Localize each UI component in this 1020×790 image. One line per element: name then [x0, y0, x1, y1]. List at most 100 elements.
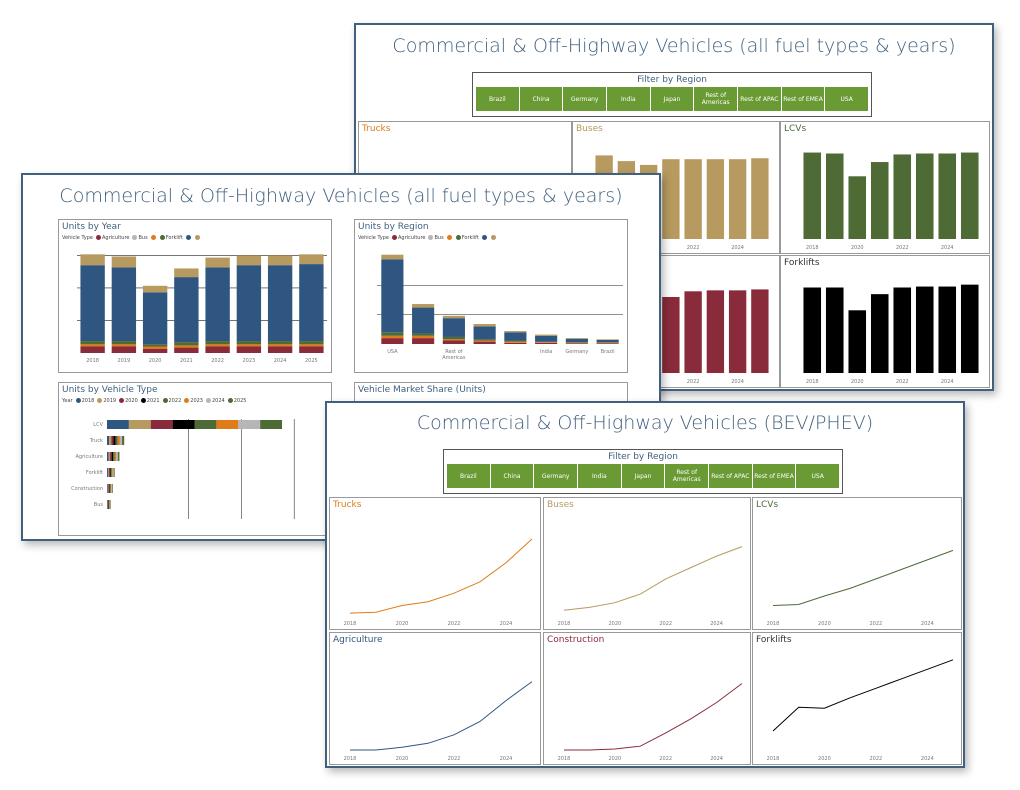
bar-segment [110, 484, 112, 493]
filter-button-germany[interactable]: Germany [534, 464, 578, 488]
legend-swatch [185, 235, 191, 240]
x-tick-label: 2018 [806, 245, 819, 251]
bar-segment [174, 342, 199, 346]
legend-swatch [140, 398, 146, 403]
bar-segment [412, 307, 435, 334]
filter-button-brazil[interactable]: Brazil [447, 464, 490, 488]
bar [893, 287, 912, 373]
legend-item: Forklift [165, 235, 183, 241]
legend-swatch [391, 235, 397, 240]
filter-title: Filter by Region [608, 452, 678, 462]
bar [706, 290, 725, 373]
x-tick-label: 2024 [941, 245, 954, 251]
bar-segment [299, 254, 324, 265]
legend-swatch [150, 235, 156, 240]
y-tick-label: Truck [89, 438, 103, 444]
filter-button-brazil[interactable]: Brazil [476, 87, 519, 111]
x-tick-label: 2018 [767, 756, 780, 762]
bar-segment [205, 344, 230, 347]
x-tick-label: 2018 [86, 358, 99, 364]
bar-segment [111, 436, 114, 445]
legend-item: Bus [138, 235, 148, 241]
filter-button-rest-of-emea[interactable]: Rest of EMEA [781, 87, 825, 111]
bar-segment [442, 339, 465, 341]
x-tick-label: 2020 [608, 756, 621, 762]
legend-swatch [162, 398, 168, 403]
lcvs-chart: LCVs 2018 2020 2022 2024 [752, 497, 962, 630]
x-tick-label: 2020 [396, 756, 409, 762]
bar-segment [107, 468, 108, 477]
x-tick-label: Americas [442, 355, 466, 361]
filter-button-india[interactable]: India [578, 464, 621, 488]
filter-button-china[interactable]: China [519, 87, 563, 111]
bar-segment [267, 265, 293, 342]
chart-legend: Year 2018 2019 2020 2021 2022 2023 2024 2025 [62, 398, 246, 404]
bar-segment [174, 268, 199, 278]
x-tick-label: 2020 [818, 756, 831, 762]
bar [960, 284, 979, 373]
filter-button-usa[interactable]: USA [796, 464, 840, 488]
bar-segment [535, 342, 558, 343]
bar [662, 159, 680, 239]
filter-button-usa[interactable]: USA [825, 87, 869, 111]
filter-button-rest-of-americas[interactable]: Rest of Americas [665, 464, 709, 488]
bar-segment [112, 484, 113, 493]
filter-button-rest-of-emea[interactable]: Rest of EMEA [752, 464, 796, 488]
legend-item: 2025 [233, 398, 247, 404]
chart-title: Buses [576, 124, 603, 134]
bar [803, 152, 822, 239]
bar-segment [111, 468, 113, 477]
chart-title: Forklifts [784, 258, 820, 268]
legend-swatch [194, 235, 200, 240]
bar-segment [412, 333, 435, 336]
bar-segment [267, 346, 293, 353]
bar-segment [113, 468, 115, 477]
x-tick-label: 2022 [687, 245, 700, 251]
bar [848, 176, 867, 239]
filter-button-china[interactable]: China [490, 464, 534, 488]
bar-segment [107, 420, 129, 429]
bar-segment [174, 345, 199, 348]
filter-button-india[interactable]: India [607, 87, 650, 111]
bar-segment [174, 277, 199, 343]
bar-segment [596, 342, 619, 344]
bar-segment [194, 420, 217, 429]
x-tick-label: 2022 [448, 756, 461, 762]
bar [870, 294, 889, 373]
bar [848, 310, 867, 373]
filter-button-rest-of-americas[interactable]: Rest of Americas [694, 87, 738, 111]
bar-segment [565, 342, 588, 344]
x-tick-label: 2022 [659, 621, 672, 627]
filter-button-germany[interactable]: Germany [563, 87, 607, 111]
bar-segment [108, 484, 110, 493]
bar-segment [238, 420, 261, 429]
bar-segment [142, 292, 168, 345]
bar-segment [442, 318, 465, 337]
chart-plot: 2018 2020 2022 2024 [558, 683, 743, 762]
bar-segment [80, 346, 105, 353]
series-line [563, 546, 743, 611]
filter-button-japan[interactable]: Japan [650, 87, 694, 111]
bar-segment [473, 326, 496, 340]
filter-button-rest-of-apac[interactable]: Rest of APAC [738, 87, 781, 111]
filter-button-rest-of-apac[interactable]: Rest of APAC [709, 464, 752, 488]
page-title: Commercial & Off-Highway Vehicles (all f… [59, 185, 623, 207]
bar-segment [142, 346, 168, 349]
bar-segment [122, 436, 125, 445]
bar-segment [236, 346, 262, 353]
chart-plot: 2018 2020 2022 2024 [803, 152, 979, 251]
legend-item: 2023 [190, 398, 203, 404]
chart-legend: Vehicle Type Agriculture Bus Forklift [358, 235, 497, 241]
x-tick-label: 2022 [896, 245, 909, 251]
bar-segment [111, 346, 137, 353]
chart-title: Units by Year [62, 222, 121, 232]
bar-segment [107, 468, 109, 477]
bar [915, 153, 934, 239]
filter-button-japan[interactable]: Japan [621, 464, 665, 488]
agriculture-chart: Agriculture 2018 2020 2022 2024 [329, 632, 541, 765]
chart-title: LCVs [784, 124, 807, 134]
bar-segment [111, 452, 114, 461]
x-tick-label: 2022 [896, 379, 909, 385]
bar-segment [110, 468, 112, 477]
bar [870, 162, 889, 239]
